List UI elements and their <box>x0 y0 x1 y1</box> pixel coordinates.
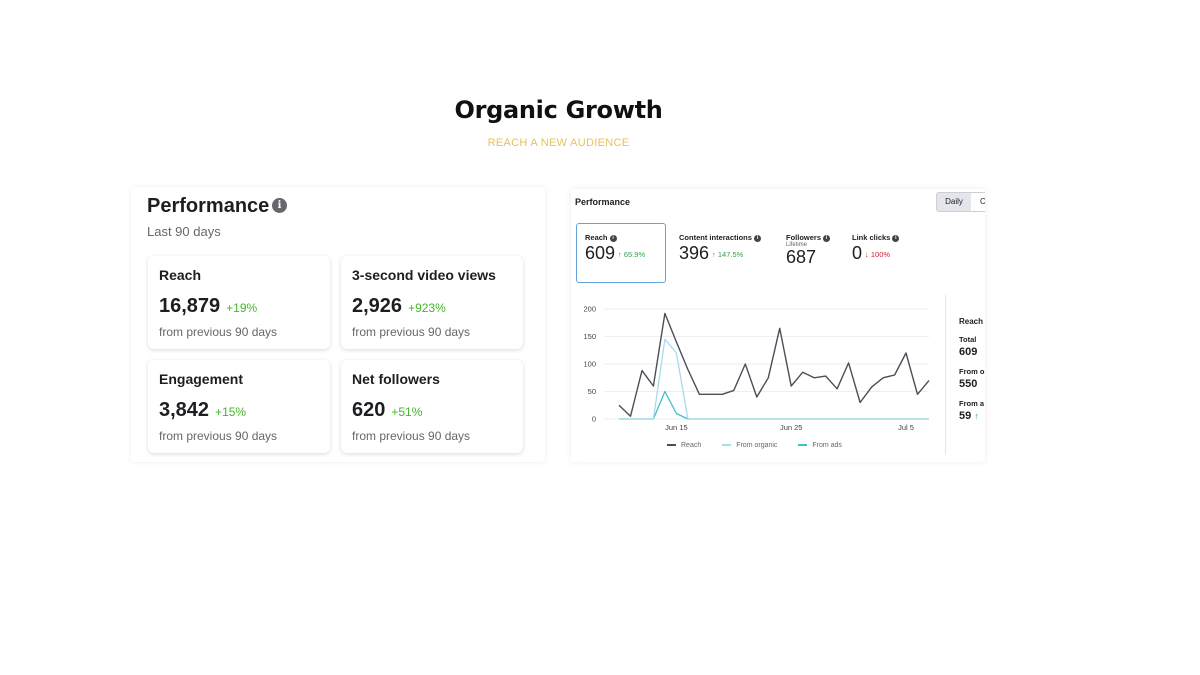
granularity-toggle: Daily C <box>936 192 985 212</box>
info-icon[interactable]: i <box>609 234 617 242</box>
metric-label: Content interactions <box>679 233 752 242</box>
breakdown-value-row: 59 ↑ <box>959 410 984 422</box>
stat-change: +19% <box>226 301 258 315</box>
metric-content-interactions[interactable]: Content interactions i 396 ↑ 147.5% <box>679 233 761 264</box>
stat-note: from previous 90 days <box>159 429 278 443</box>
selected-metric-highlight <box>576 223 666 283</box>
stat-note: from previous 90 days <box>352 325 471 339</box>
stat-label: 3-second video views <box>352 267 496 283</box>
legend-swatch <box>798 444 808 447</box>
series-line-from-organic <box>619 338 929 420</box>
stat-change: +923% <box>408 301 446 315</box>
stat-value: 3,842 <box>159 399 210 421</box>
metric-label: Followers <box>786 233 822 242</box>
stat-note: from previous 90 days <box>159 325 278 339</box>
y-tick-label: 100 <box>583 360 596 369</box>
legend-label: From ads <box>812 442 842 449</box>
series-line-reach <box>618 312 930 418</box>
metric-label: Reach <box>585 233 608 242</box>
metric-change: ↑ 65.9% <box>618 249 646 259</box>
breakdown-heading: Reach <box>959 317 984 326</box>
slide-subtitle: REACH A NEW AUDIENCE <box>487 137 630 149</box>
stat-label: Reach <box>159 267 202 283</box>
stat-card-reach[interactable]: Reach 16,879 +19% from previous 90 days <box>148 256 330 349</box>
info-icon[interactable]: i <box>892 234 900 242</box>
stat-label: Engagement <box>159 371 244 387</box>
breakdown-value: 59 <box>959 410 972 422</box>
y-tick-label: 200 <box>583 305 596 314</box>
metric-value: 0 <box>852 243 863 263</box>
y-tick-label: 0 <box>592 415 596 424</box>
stat-value-row: 3,842 +15% <box>159 399 246 422</box>
stat-card-engagement[interactable]: Engagement 3,842 +15% from previous 90 da… <box>148 360 330 453</box>
breakdown-value: 609 <box>959 346 978 358</box>
panel-title: Performance <box>575 197 631 207</box>
stat-value-row: 16,879 +19% <box>159 295 257 318</box>
metric-label: Link clicks <box>852 233 891 242</box>
legend-label: From organic <box>736 442 778 449</box>
stat-card-video-views[interactable]: 3-second video views 2,926 +923% from pre… <box>341 256 523 349</box>
legend-label: Reach <box>681 442 702 449</box>
metric-followers[interactable]: Followers i Lifetime 687 <box>786 233 831 268</box>
metric-label-row: Followers i <box>786 233 831 242</box>
metric-value: 396 <box>679 243 710 263</box>
breakdown-value: 550 <box>959 378 978 390</box>
metric-label-row: Link clicks i <box>852 233 900 242</box>
legend-swatch <box>722 444 732 447</box>
legend-item-ads[interactable]: From ads <box>798 442 842 449</box>
x-tick-label: Jun 15 <box>665 423 688 432</box>
toggle-other-button[interactable]: C <box>973 193 985 211</box>
reach-breakdown: Reach Total 609 From o 550 From a 59 ↑ <box>959 317 984 422</box>
metric-change: ↑ 147.5% <box>712 249 744 259</box>
toggle-daily-button[interactable]: Daily <box>937 193 971 211</box>
stat-label: Net followers <box>352 371 440 387</box>
stat-value-row: 620 +51% <box>352 399 422 422</box>
y-tick-label: 50 <box>588 387 596 396</box>
stat-value-row: 2,926 +923% <box>352 295 446 318</box>
period-label: Last 90 days <box>147 224 221 239</box>
stat-change: +15% <box>215 405 247 419</box>
info-icon[interactable]: i <box>272 198 287 213</box>
metric-value: 609 <box>585 243 616 263</box>
reach-line-chart: 0 50 100 150 200 Jun 15 Jun 25 Jul 5 <box>583 305 930 432</box>
x-tick-label: Jun 25 <box>780 423 803 432</box>
metric-value: 687 <box>786 247 817 267</box>
divider <box>945 295 946 455</box>
stat-note: from previous 90 days <box>352 429 471 443</box>
chart-legend: Reach From organic From ads <box>667 442 861 449</box>
stat-card-net-followers[interactable]: Net followers 620 +51% from previous 90 d… <box>341 360 523 453</box>
metric-reach[interactable]: Reach i 609 ↑ 65.9% <box>585 233 645 264</box>
stat-change: +51% <box>391 405 423 419</box>
performance-summary-panel: Performance i Last 90 days Reach 16,879 +… <box>131 187 545 462</box>
metric-label-row: Content interactions i <box>679 233 761 242</box>
info-icon[interactable]: i <box>753 234 761 242</box>
legend-item-organic[interactable]: From organic <box>722 442 777 449</box>
info-icon[interactable]: i <box>823 234 831 242</box>
x-tick-label: Jul 5 <box>898 423 914 432</box>
metric-label-row: Reach i <box>585 233 645 242</box>
arrow-up-icon: ↑ <box>974 411 979 421</box>
metric-change: ↓ 100% <box>865 249 891 259</box>
stat-value: 2,926 <box>352 295 403 317</box>
stat-value: 620 <box>352 399 386 421</box>
y-tick-label: 150 <box>583 332 596 341</box>
metric-link-clicks[interactable]: Link clicks i 0 ↓ 100% <box>852 233 900 264</box>
panel-title: Performance <box>147 195 270 217</box>
slide-title: Organic Growth <box>454 96 663 124</box>
metric-value-row: 609 ↑ 65.9% <box>585 243 645 264</box>
metric-sub-label: Lifetime <box>786 242 808 248</box>
breakdown-label: From a <box>959 399 985 408</box>
metric-value-row: 0 ↓ 100% <box>852 243 899 264</box>
stat-value: 16,879 <box>159 295 221 317</box>
legend-swatch <box>667 444 676 447</box>
metric-value-row: 396 ↑ 147.5% <box>679 243 761 264</box>
breakdown-label: From o <box>959 367 985 376</box>
series-line-from-ads <box>619 390 929 420</box>
breakdown-label: Total <box>959 335 977 344</box>
legend-item-reach[interactable]: Reach <box>667 442 701 449</box>
